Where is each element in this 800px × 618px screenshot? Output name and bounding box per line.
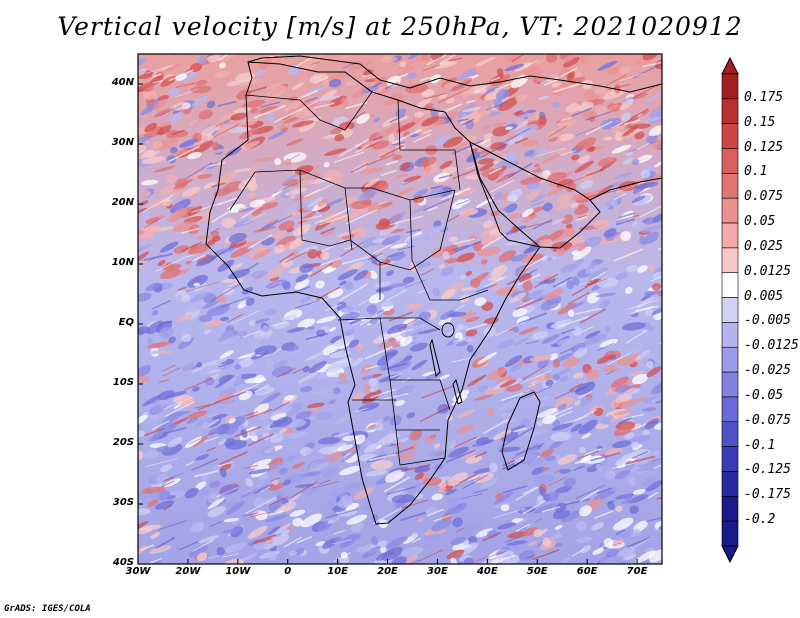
- colorbar-swatch: [721, 496, 739, 522]
- colorbar-swatch: [721, 272, 739, 298]
- lake-malawi: [452, 378, 463, 405]
- chart-title: Vertical velocity [m/s] at 250hPa, VT: 2…: [57, 12, 743, 41]
- colorbar-swatch: [721, 421, 739, 447]
- europe-coastline: [247, 55, 663, 93]
- lat-tick-label: 30S: [112, 497, 134, 508]
- colorbar-top-arrow: [721, 56, 739, 75]
- lon-tick-label: 20W: [175, 566, 201, 577]
- colorbar-label: 0.15: [744, 114, 776, 130]
- colorbar: [721, 56, 739, 564]
- colorbar-swatch: [721, 297, 739, 323]
- lon-tick-label: 10W: [225, 566, 251, 577]
- arabia-coastline: [469, 141, 601, 249]
- colorbar-label: -0.05: [744, 387, 784, 403]
- colorbar-swatch: [721, 520, 739, 547]
- colorbar-swatch: [721, 446, 739, 472]
- colorbar-swatch: [721, 371, 739, 398]
- lat-tick-label: 10N: [111, 257, 134, 268]
- lon-tick-label: 70E: [626, 566, 648, 577]
- lon-tick-label: 10E: [327, 566, 348, 577]
- lat-tick-label: 40N: [111, 77, 134, 88]
- lon-tick-label: 40E: [476, 566, 498, 577]
- colorbar-swatch: [721, 73, 739, 100]
- colorbar-swatch: [721, 222, 739, 249]
- colorbar-swatch: [721, 173, 739, 199]
- lon-tick-label: 0: [284, 566, 292, 577]
- lat-tick-label: 20N: [111, 197, 134, 208]
- lon-tick-label: 50E: [526, 566, 548, 577]
- colorbar-swatch: [721, 396, 739, 423]
- colorbar-label: 0.05: [744, 214, 776, 230]
- colorbar-label: 0.0125: [744, 263, 791, 279]
- colorbar-swatch: [721, 247, 739, 274]
- lat-tick-label: EQ: [118, 317, 134, 328]
- colorbar-swatch: [721, 346, 739, 373]
- lake-victoria: [441, 322, 455, 338]
- country-borders: [229, 91, 489, 466]
- coastlines-and-borders: [205, 55, 663, 525]
- colorbar-label: 0.005: [744, 288, 784, 304]
- lat-tick-label: 10S: [112, 377, 134, 388]
- colorbar-swatch: [721, 123, 739, 149]
- colorbar-label: -0.025: [744, 363, 791, 379]
- colorbar-swatch: [721, 471, 739, 497]
- lon-tick-label: 60E: [576, 566, 598, 577]
- lon-tick-label: 20E: [377, 566, 398, 577]
- colorbar-label: 0.175: [744, 89, 784, 105]
- lat-tick-label: 30N: [111, 137, 134, 148]
- colorbar-label: -0.075: [744, 412, 791, 428]
- colorbar-label: 0.075: [744, 189, 784, 205]
- colorbar-swatch: [721, 98, 739, 124]
- colorbar-swatch: [721, 197, 739, 224]
- colorbar-swatch: [721, 148, 739, 174]
- colorbar-swatch: [721, 322, 739, 348]
- colorbar-label: -0.1: [744, 437, 776, 453]
- lat-tick-label: 40S: [112, 557, 134, 568]
- colorbar-label: -0.125: [744, 462, 791, 478]
- colorbar-label: 0.025: [744, 238, 784, 254]
- velocity-field: [138, 54, 662, 564]
- colorbar-label: 0.125: [744, 139, 784, 155]
- lake-tanganyika: [429, 338, 441, 378]
- colorbar-label: -0.0125: [744, 338, 799, 354]
- madagascar-coastline: [501, 391, 541, 471]
- colorbar-bottom-arrow: [721, 545, 739, 564]
- africa-coastline: [205, 61, 541, 525]
- grads-credit: GrADS: IGES/COLA: [4, 604, 91, 614]
- plot-frame: [137, 53, 663, 565]
- lon-tick-label: 30E: [427, 566, 448, 577]
- iran-coastline: [589, 177, 663, 201]
- lon-tick-label: 30W: [125, 566, 151, 577]
- lat-tick-label: 20S: [112, 437, 134, 448]
- colorbar-label: -0.005: [744, 313, 791, 329]
- colorbar-label: 0.1: [744, 164, 768, 180]
- colorbar-label: -0.175: [744, 487, 791, 503]
- colorbar-label: -0.2: [744, 512, 776, 528]
